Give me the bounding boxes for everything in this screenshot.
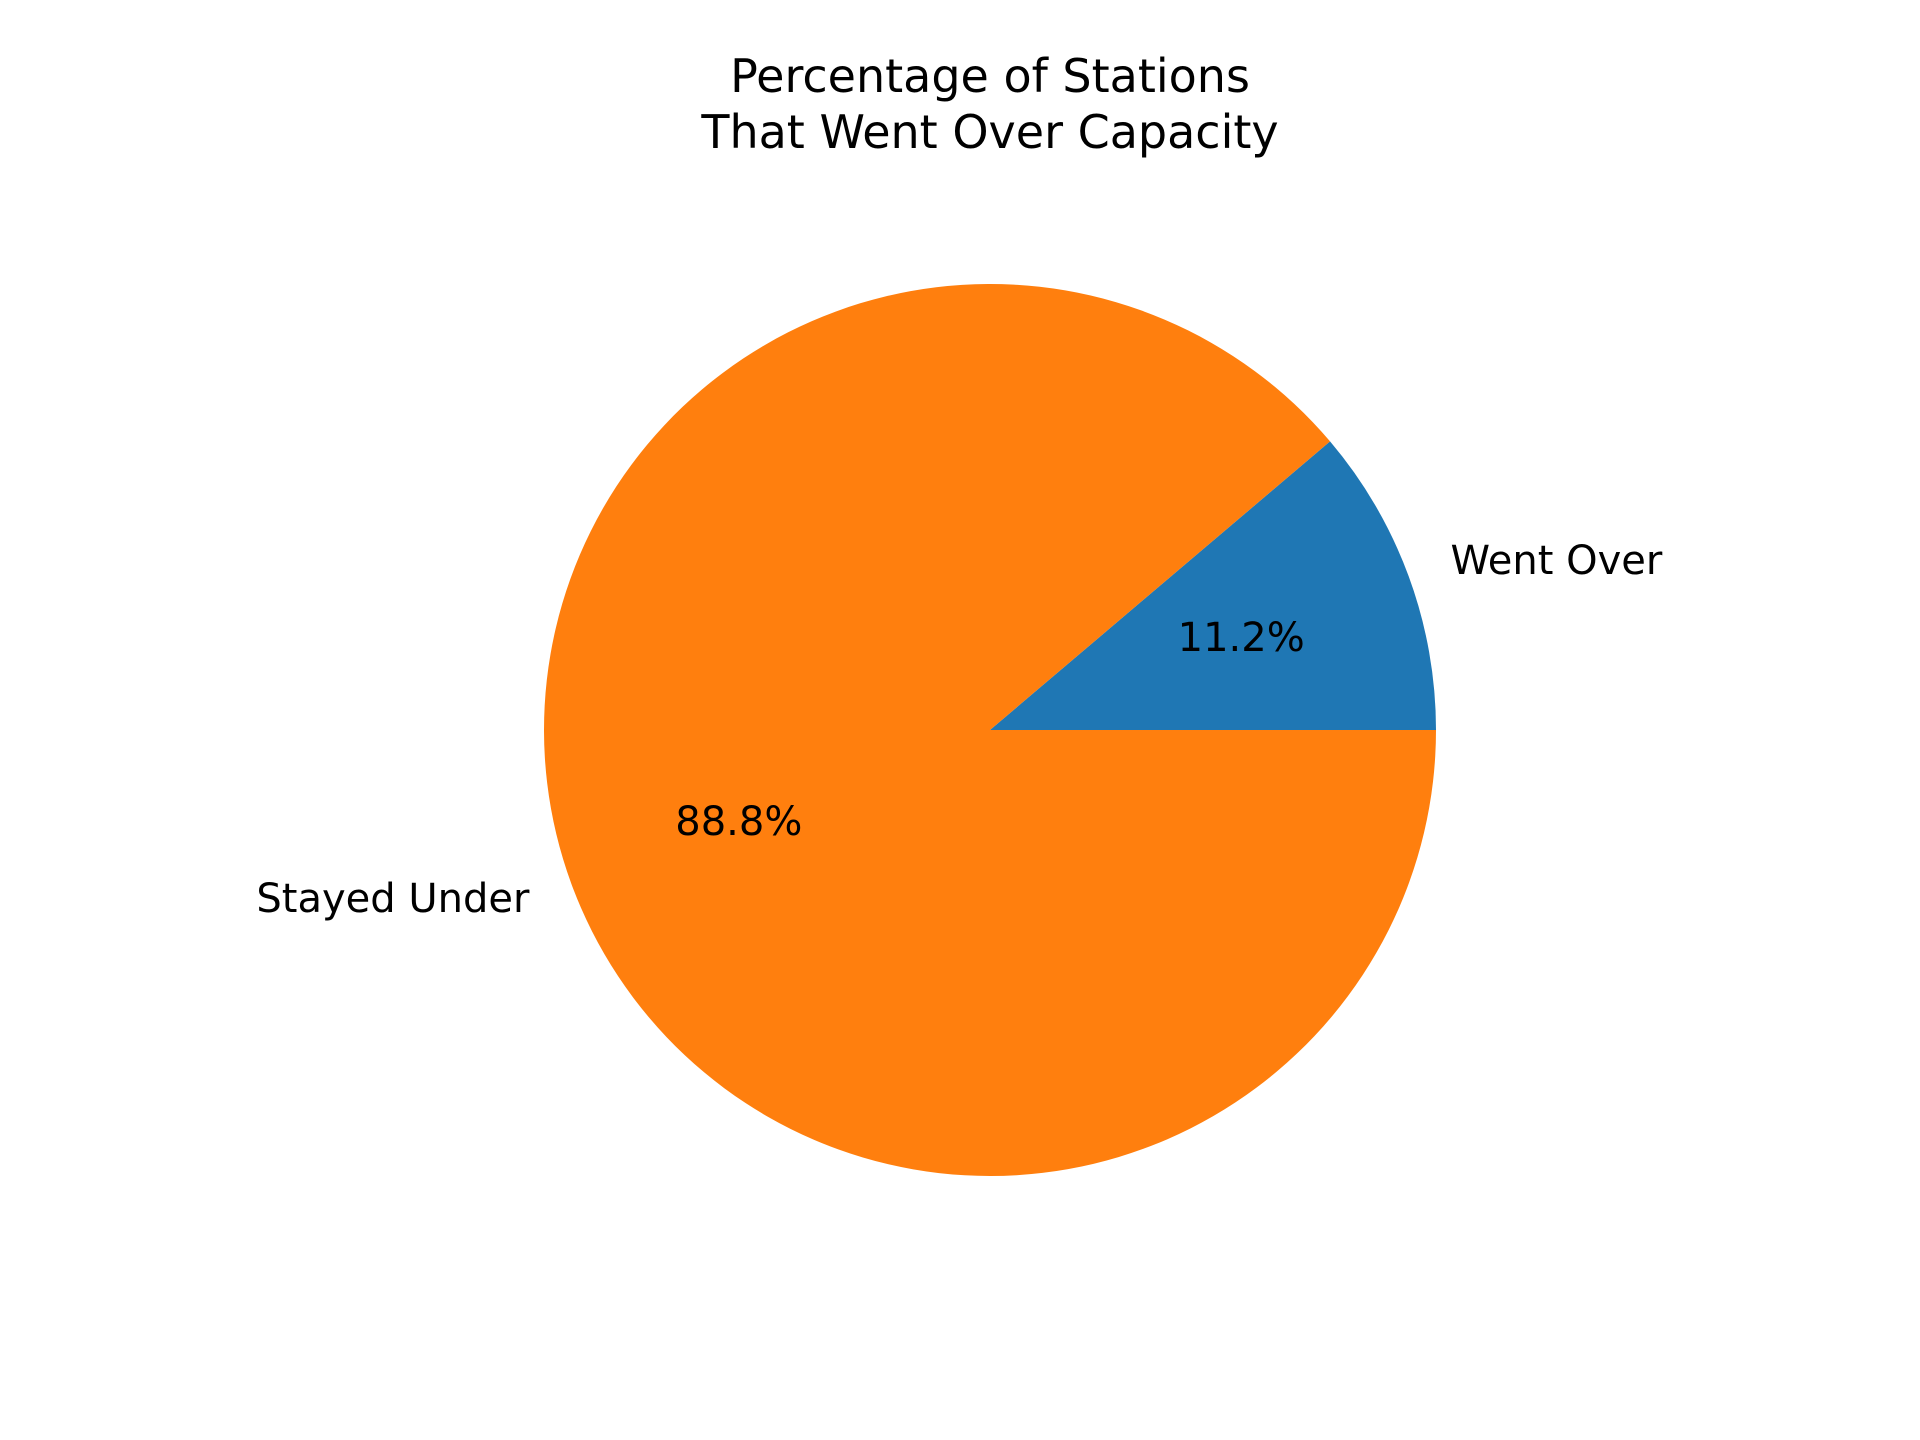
chart-title-line-1: Percentage of Stations [730,49,1250,103]
pie-slice-stayed-under [544,284,1436,1177]
slice-percentage-label: 88.8% [675,799,802,845]
chart-title-line-2: That Went Over Capacity [700,105,1278,159]
pie-slices [544,284,1436,1177]
pie-slice-went-over [990,441,1436,730]
slice-label: Went Over [1451,538,1663,584]
slice-percentage-label: 11.2% [1178,615,1305,661]
slice-label: Stayed Under [256,876,530,922]
pie-labels: Went Over 11.2% Stayed Under 88.8% [256,538,1662,922]
